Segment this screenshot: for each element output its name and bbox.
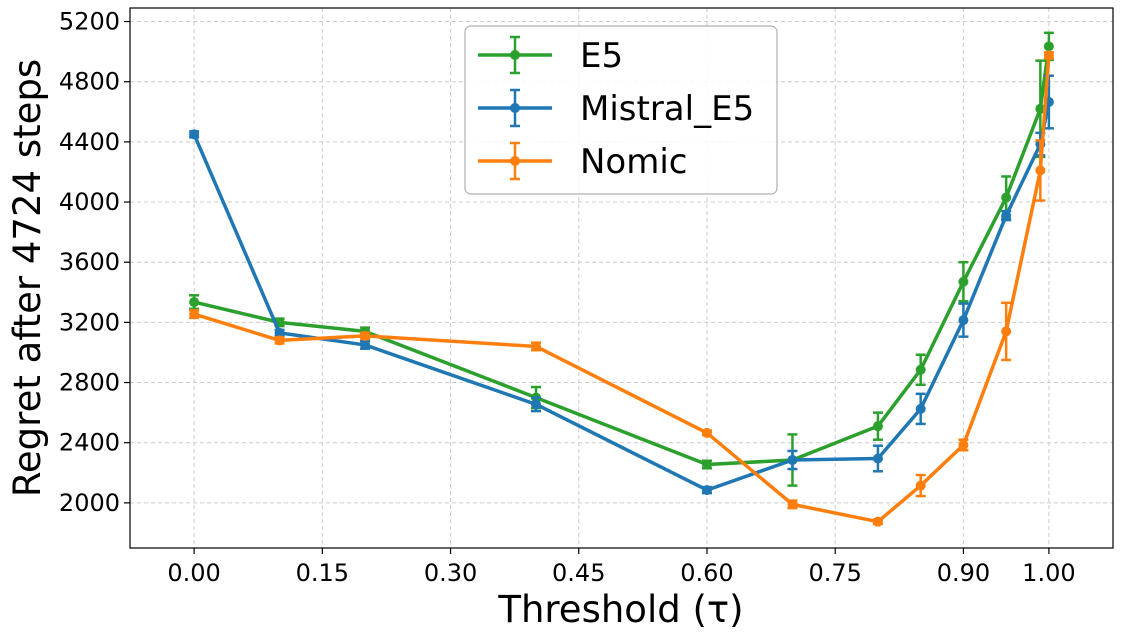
- nomic-point: [274, 335, 285, 346]
- mistral-e5-point: [915, 403, 926, 414]
- nomic-point: [1043, 50, 1054, 61]
- e5-point: [701, 459, 712, 470]
- nomic-point: [958, 439, 969, 450]
- y-tick-label: 4400: [59, 128, 120, 156]
- e5-point: [915, 364, 926, 375]
- y-tick-label: 2800: [59, 369, 120, 397]
- x-tick-label: 0.15: [296, 559, 349, 587]
- y-axis-title: Regret after 4724 steps: [6, 59, 49, 497]
- plot-frame: [129, 7, 1114, 549]
- mistral-e5-point: [701, 485, 712, 496]
- e5-point: [958, 276, 969, 287]
- mistral-e5-line: [192, 101, 1051, 492]
- legend-marker: [510, 103, 520, 113]
- x-tick-label: 0.45: [552, 559, 605, 587]
- legend-box: [464, 25, 778, 195]
- mistral-e5-point: [531, 399, 542, 410]
- series-nomic: [189, 50, 1054, 527]
- e5-point: [1001, 192, 1012, 203]
- legend-marker: [510, 50, 520, 60]
- mistral-e5-point: [958, 315, 969, 326]
- y-tick-label: 3200: [59, 308, 120, 336]
- y-tick-label: 4800: [59, 68, 120, 96]
- e5-point: [872, 421, 883, 432]
- legend-label: E5: [580, 36, 623, 76]
- mistral-e5-point: [872, 453, 883, 464]
- legend-entry-e5: E5: [478, 35, 623, 76]
- x-tick-label: 1.00: [1022, 559, 1075, 587]
- y-tick-label: 2400: [59, 429, 120, 457]
- nomic-point: [915, 480, 926, 491]
- nomic-point: [701, 427, 712, 438]
- ticks: 0.00 0.15 0.30 0.45 0.60 0.75 0.90 1.00 2000 2400…: [59, 8, 1076, 587]
- nomic-point: [787, 499, 798, 510]
- y-tick-label: 3600: [59, 248, 120, 276]
- nomic-point: [360, 330, 371, 341]
- e5-point: [1043, 41, 1054, 52]
- y-tick-label: 5200: [59, 8, 120, 36]
- mistral-e5-point: [1001, 210, 1012, 221]
- e5-point: [189, 297, 200, 308]
- legend-label: Nomic: [580, 142, 688, 182]
- legend-entry-mistral-e5: Mistral_E5: [478, 88, 754, 129]
- nomic-point: [872, 516, 883, 527]
- x-tick-label: 0.60: [680, 559, 733, 587]
- nomic-point: [189, 309, 200, 320]
- y-tick-label: 2000: [59, 489, 120, 517]
- mistral-e5-point: [787, 455, 798, 466]
- series-layer: [189, 31, 1054, 527]
- mistral-e5-point: [360, 339, 371, 350]
- mistral-e5-point: [274, 327, 285, 338]
- mistral-e5-point: [189, 129, 200, 140]
- e5-point: [1035, 103, 1046, 114]
- y-tick-label: 4000: [59, 188, 120, 216]
- x-tick-label: 0.30: [424, 559, 477, 587]
- nomic-line: [193, 55, 1051, 524]
- nomic-point: [531, 341, 542, 352]
- legend-entry-nomic: Nomic: [478, 141, 688, 182]
- e5-line: [193, 46, 1051, 467]
- legend-marker: [510, 156, 520, 166]
- legend: E5 Mistral_E5 Nomic: [464, 25, 778, 195]
- x-tick-label: 0.75: [808, 559, 861, 587]
- nomic-point: [1035, 165, 1046, 176]
- nomic-point: [1001, 326, 1012, 337]
- x-tick-label: 0.90: [937, 559, 990, 587]
- x-tick-label: 0.00: [167, 559, 220, 587]
- legend-label: Mistral_E5: [580, 89, 754, 129]
- x-axis-title: Threshold (τ): [497, 588, 743, 631]
